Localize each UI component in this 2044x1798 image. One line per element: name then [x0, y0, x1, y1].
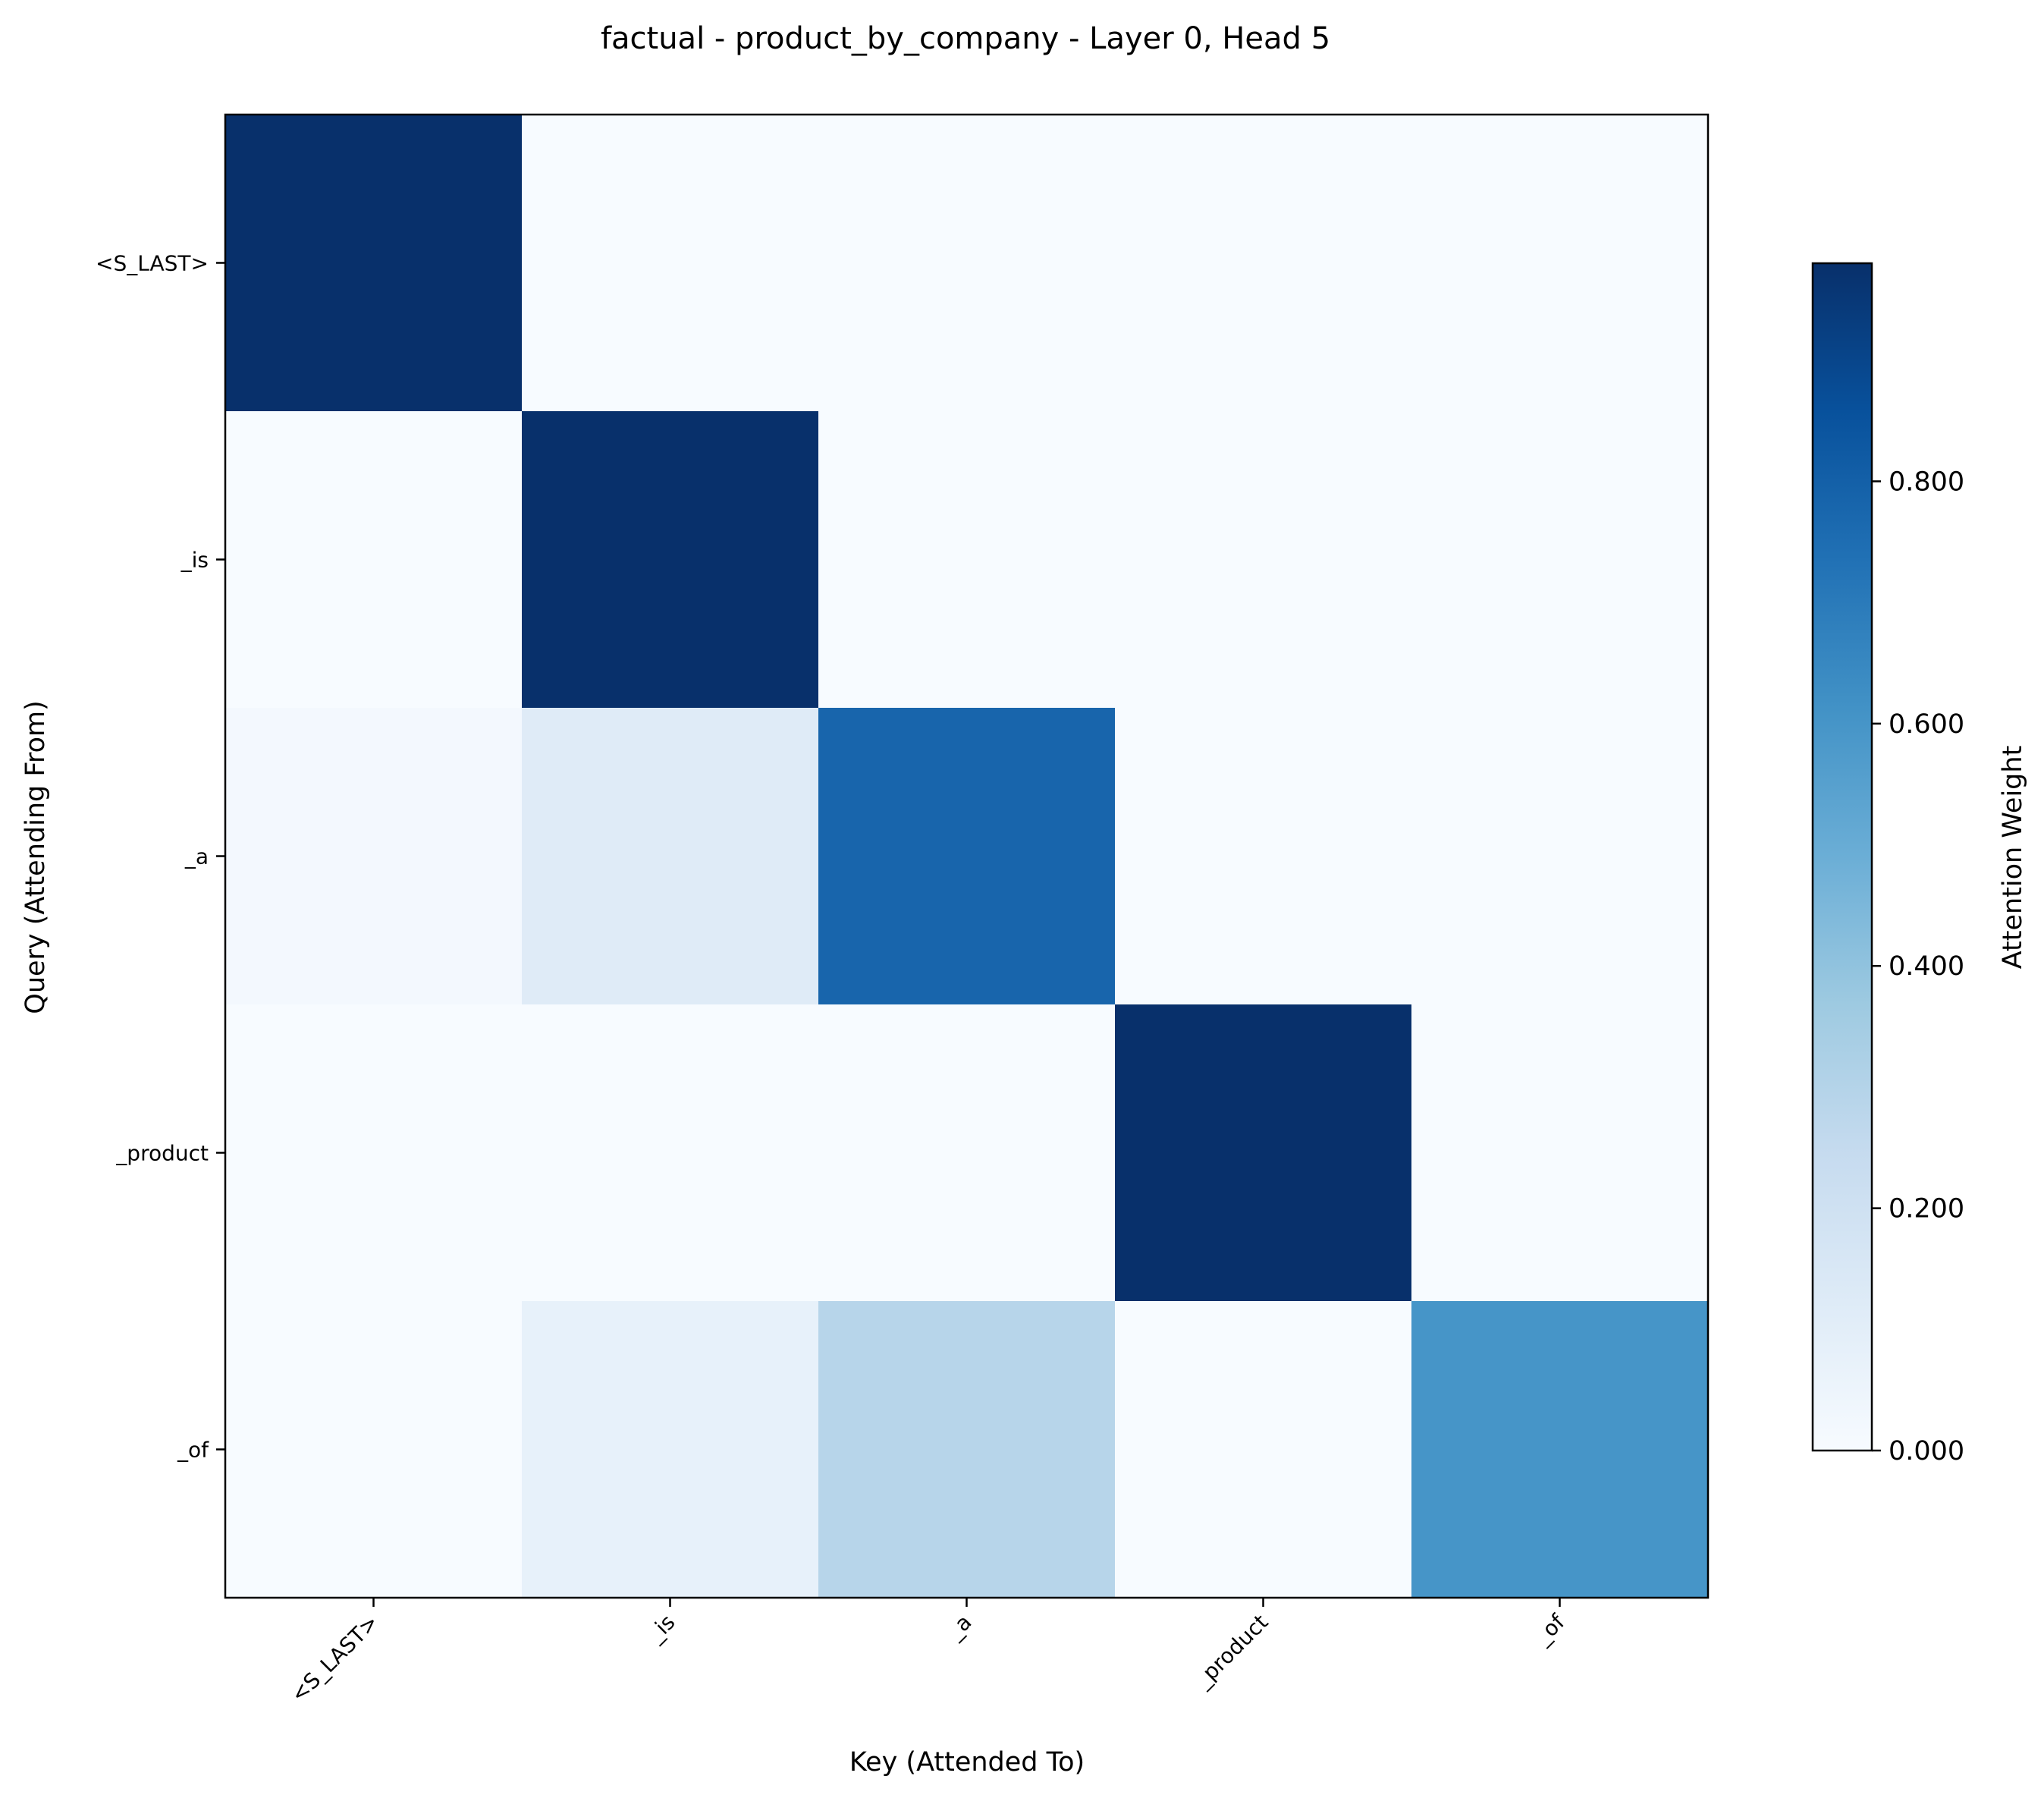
heatmap-cell: [225, 115, 523, 412]
chart-title: factual - product_by_company - Layer 0, …: [601, 21, 1330, 56]
x-tick-label: _is: [642, 1610, 680, 1648]
x-tick-label: <S_LAST>: [286, 1610, 384, 1708]
colorbar-tick-label: 0.000: [1889, 1436, 1964, 1466]
heatmap-cell: [1411, 1004, 1709, 1302]
heatmap-cell: [1115, 1301, 1412, 1598]
heatmap-cell: [818, 411, 1116, 709]
heatmap-cell: [522, 1004, 819, 1302]
heatmap-cell: [818, 1301, 1116, 1598]
x-axis-ticks: <S_LAST> _is _a _product _of: [286, 1598, 1570, 1707]
heatmap-cell: [1115, 708, 1412, 1005]
y-tick-label: <S_LAST>: [96, 251, 209, 276]
y-tick-label: _of: [177, 1438, 209, 1463]
colorbar-tick-label: 0.800: [1889, 467, 1964, 497]
colorbar-tick-label: 0.200: [1889, 1194, 1964, 1224]
heatmap-cell: [522, 1301, 819, 1598]
heatmap-cell: [818, 1004, 1116, 1302]
y-tick-label: _is: [181, 548, 209, 573]
colorbar-tick-label: 0.600: [1889, 709, 1964, 740]
y-axis-ticks: <S_LAST> _is _a _product _of: [96, 251, 225, 1463]
colorbar-tick-label: 0.400: [1889, 951, 1964, 982]
heatmap-cell: [1115, 411, 1412, 709]
heatmap-cell: [1115, 115, 1412, 412]
colorbar-label: Attention Weight: [1998, 746, 2028, 970]
heatmap-cell: [522, 115, 819, 412]
heatmap-cell: [225, 708, 523, 1005]
x-tick-label: _a: [941, 1610, 976, 1645]
colorbar: [1811, 262, 1873, 1452]
heatmap-cell: [1115, 1004, 1412, 1302]
heatmap-cell: [1411, 411, 1709, 709]
y-tick-label: _a: [184, 844, 209, 869]
heatmap-cells: [225, 115, 1709, 1598]
colorbar-ticks: 0.000 0.200 0.400 0.600 0.800: [1872, 467, 1964, 1466]
x-axis-label: Key (Attended To): [849, 1747, 1085, 1778]
heatmap-cell: [225, 1004, 523, 1302]
y-tick-label: _product: [115, 1141, 209, 1166]
heatmap-cell: [1411, 115, 1709, 412]
heatmap-cell: [225, 1301, 523, 1598]
x-tick-label: _of: [1529, 1609, 1570, 1650]
heatmap-cell: [522, 708, 819, 1005]
x-tick-label: _product: [1189, 1610, 1273, 1693]
heatmap-cell: [818, 115, 1116, 412]
heatmap-cell: [1411, 708, 1709, 1005]
heatmap-cell: [522, 411, 819, 709]
heatmap-cell: [1411, 1301, 1709, 1598]
heatmap-cell: [225, 411, 523, 709]
y-axis-label: Query (Attending From): [20, 700, 51, 1014]
heatmap-cell: [818, 708, 1116, 1005]
